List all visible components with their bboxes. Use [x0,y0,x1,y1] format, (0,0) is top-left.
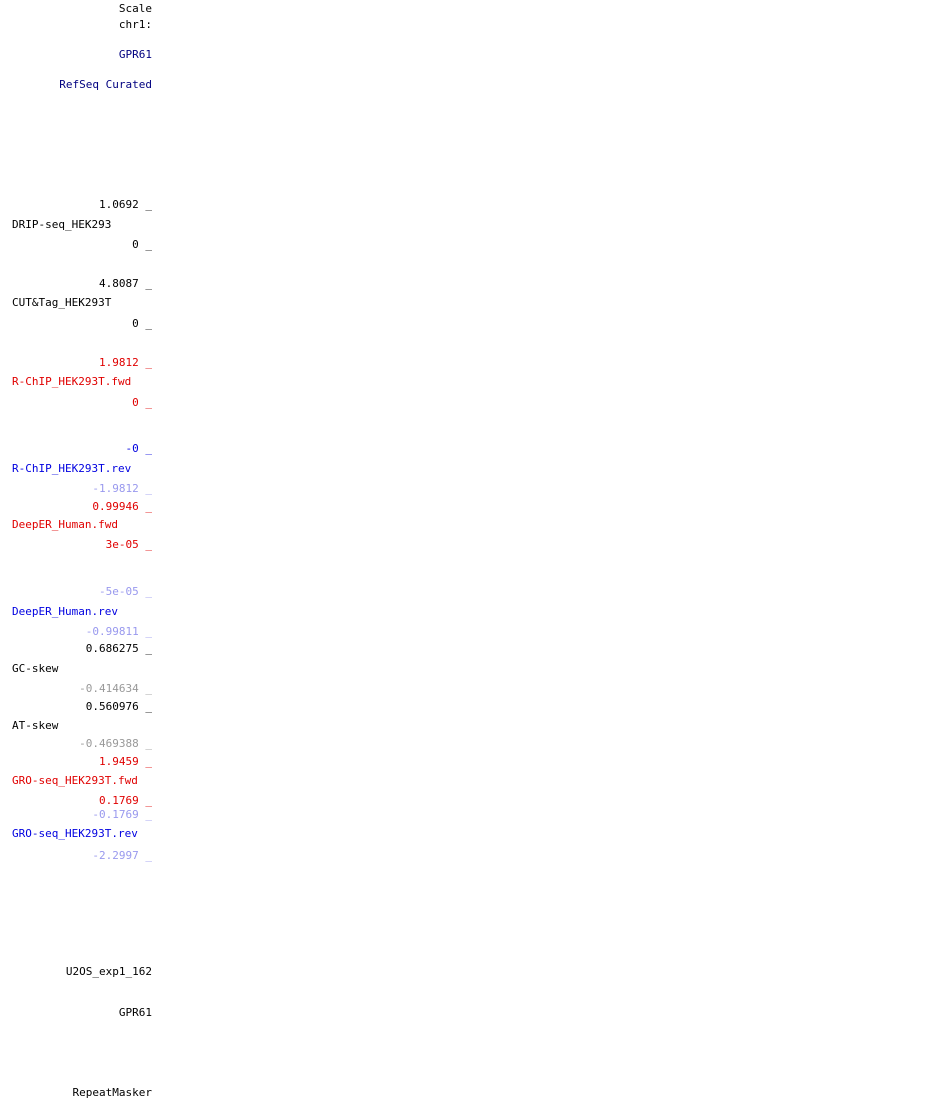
track-name-deeper-fwd[interactable]: DeepER_Human.fwd [12,518,118,531]
axis-min-label-r-chip-fwd: 0 _ [132,396,152,409]
track-name-cut-tag[interactable]: CUT&Tag_HEK293T [12,296,112,309]
axis-min-label-cut-tag: 0 _ [132,317,152,330]
track-name-u2os-exp1[interactable]: U2OS_exp1_162 [65,965,152,978]
track-name-r-chip-fwd[interactable]: R-ChIP_HEK293T.fwd [12,375,132,388]
axis-max-label-cut-tag: 4.8087 _ [99,277,152,290]
track-name-gro-seq-rev[interactable]: GRO-seq_HEK293T.rev [12,827,138,840]
track-name-gc-skew[interactable]: GC-skew [12,662,59,675]
axis-min-label-gro-seq-fwd: 0.1769 _ [99,794,152,807]
gene-label-gpr61-bottom[interactable]: GPR61 [118,1006,152,1019]
axis-max-label-deeper-fwd: 0.99946 _ [92,500,152,513]
axis-min-label-deeper-fwd: 3e-05 _ [105,538,152,551]
axis-min-label-gc-skew: -0.414634 _ [79,682,152,695]
axis-max-label-at-skew: 0.560976 _ [85,700,152,713]
axis-min-label-gro-seq-rev: -2.2997 _ [92,849,152,862]
track-name-r-chip-rev[interactable]: R-ChIP_HEK293T.rev [12,462,132,475]
axis-max-label-deeper-rev: -5e-05 _ [99,585,152,598]
axis-min-label-r-chip-rev: -1.9812 _ [92,482,152,495]
axis-min-label-deeper-rev: -0.99811 _ [85,625,152,638]
axis-max-label-r-chip-fwd: 1.9812 _ [99,356,152,369]
track-name-gro-seq-fwd[interactable]: GRO-seq_HEK293T.fwd [12,774,138,787]
track-name-repeatmasker[interactable]: RepeatMasker [72,1086,152,1099]
axis-max-label-gro-seq-fwd: 1.9459 _ [99,755,152,768]
track-name-at-skew[interactable]: AT-skew [12,719,59,732]
chromosome-position-label: chr1: [118,18,152,31]
axis-max-label-gc-skew: 0.686275 _ [85,642,152,655]
axis-min-label-drip-seq: 0 _ [132,238,152,251]
axis-max-label-drip-seq: 1.0692 _ [99,198,152,211]
axis-max-label-r-chip-rev: -0 _ [125,442,153,455]
scale-label: Scale [118,2,152,15]
track-name-deeper-rev[interactable]: DeepER_Human.rev [12,605,118,618]
track-name-drip-seq[interactable]: DRIP-seq_HEK293 [12,218,112,231]
refseq-track-label[interactable]: RefSeq Curated [59,78,152,91]
refseq-gene-label[interactable]: GPR61 [118,48,152,61]
axis-min-label-at-skew: -0.469388 _ [79,737,152,750]
axis-max-label-gro-seq-rev: -0.1769 _ [92,808,152,821]
